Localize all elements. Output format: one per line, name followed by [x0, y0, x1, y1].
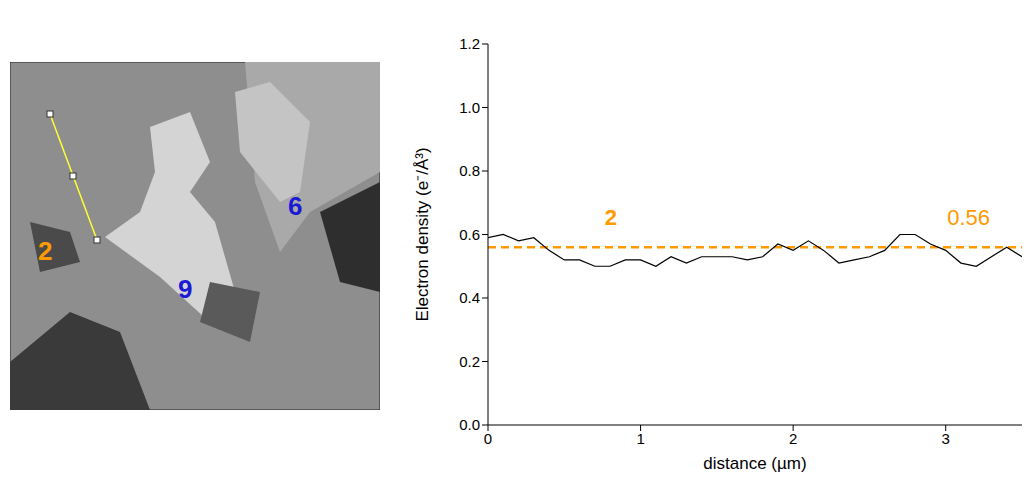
- svg-text:0: 0: [484, 430, 492, 447]
- svg-text:distance (µm): distance (µm): [703, 454, 806, 473]
- svg-text:2: 2: [38, 236, 52, 266]
- svg-text:1.0: 1.0: [459, 99, 480, 116]
- svg-text:0.2: 0.2: [459, 353, 480, 370]
- svg-text:0.6: 0.6: [459, 226, 480, 243]
- svg-text:1.2: 1.2: [459, 35, 480, 52]
- svg-text:3: 3: [942, 430, 950, 447]
- svg-text:0.8: 0.8: [459, 162, 480, 179]
- svg-text:2: 2: [605, 205, 617, 230]
- svg-text:0.4: 0.4: [459, 289, 480, 306]
- svg-text:0.56: 0.56: [947, 205, 990, 230]
- svg-text:Electron density (e⁻/Å³): Electron density (e⁻/Å³): [413, 147, 432, 321]
- svg-text:0.0: 0.0: [459, 416, 480, 433]
- svg-text:9: 9: [178, 274, 192, 304]
- svg-text:6: 6: [288, 191, 302, 221]
- svg-text:1: 1: [636, 430, 644, 447]
- svg-text:2: 2: [789, 430, 797, 447]
